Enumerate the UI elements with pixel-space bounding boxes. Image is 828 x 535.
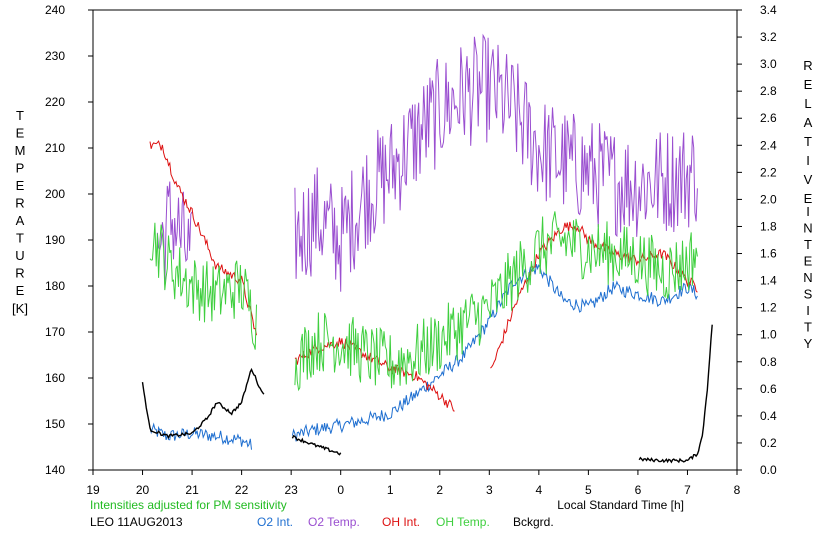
left-axis-unit: [K] [12, 301, 28, 316]
right-tick-label: 3.2 [760, 30, 777, 44]
right-label-letter: L [804, 96, 811, 111]
left-label-letter: R [15, 266, 24, 281]
x-tick-label: 7 [684, 483, 691, 497]
left-label-letter: A [16, 213, 25, 228]
legend-item: Bckgrd. [513, 515, 554, 529]
left-tick-label: 200 [45, 187, 65, 201]
left-tick-label: 160 [45, 371, 65, 385]
x-tick-label: 6 [635, 483, 642, 497]
legend-item: OH Int. [382, 515, 420, 529]
left-tick-label: 230 [45, 49, 65, 63]
series-line-oh-temp [294, 211, 698, 392]
x-tick-label: 1 [387, 483, 394, 497]
sensitivity-note: Intensities adjusted for PM sensitivity [90, 498, 287, 512]
left-label-letter: T [16, 231, 24, 246]
right-label-letter: T [804, 237, 812, 252]
left-tick-label: 170 [45, 325, 65, 339]
legend: O2 Int. O2 Temp. OH Int. OH Temp. Bckgrd. [257, 515, 554, 529]
x-axis-ticks: 19 20 21 22 23 0 1 2 3 4 5 6 7 8 [86, 470, 741, 497]
left-label-letter: U [15, 248, 24, 263]
series-line-o2-int [291, 264, 698, 442]
series-line-o2-temp [294, 33, 698, 292]
series-line-o2-temp [156, 181, 193, 285]
x-axis-label: Local Standard Time [h] [557, 498, 684, 512]
series-layer [141, 33, 713, 464]
left-label-letter: E [16, 178, 25, 193]
right-tick-label: 0.0 [760, 463, 777, 477]
legend-item: O2 Int. [257, 515, 293, 529]
right-tick-label: 2.8 [760, 84, 777, 98]
x-tick-label: 19 [86, 483, 100, 497]
right-tick-label: 1.4 [760, 274, 777, 288]
x-tick-label: 4 [536, 483, 543, 497]
series-line-bckgrd [291, 434, 342, 456]
right-tick-label: 1.8 [760, 219, 777, 233]
series-line-bckgrd [638, 324, 713, 464]
right-tick-label: 0.4 [760, 409, 777, 423]
right-label-letter: A [804, 115, 813, 130]
legend-item: OH Temp. [436, 515, 490, 529]
x-tick-label: 8 [734, 483, 741, 497]
left-tick-label: 180 [45, 279, 65, 293]
right-label-letter: N [803, 221, 812, 236]
right-label-letter: Y [804, 336, 813, 351]
x-tick-label: 23 [284, 483, 298, 497]
right-label-letter: R [803, 58, 812, 73]
right-tick-label: 0.2 [760, 436, 777, 450]
left-label-letter: T [16, 108, 24, 123]
right-tick-label: 3.4 [760, 3, 777, 17]
right-label-letter: N [803, 270, 812, 285]
x-tick-label: 0 [337, 483, 344, 497]
x-tick-label: 22 [235, 483, 249, 497]
left-tick-label: 210 [45, 141, 65, 155]
right-tick-label: 0.6 [760, 382, 777, 396]
left-tick-label: 150 [45, 417, 65, 431]
right-tick-label: 2.6 [760, 111, 777, 125]
right-label-letter: E [804, 254, 813, 269]
series-line-oh-int [490, 221, 698, 369]
x-tick-label: 2 [436, 483, 443, 497]
right-label-letter: I [806, 303, 810, 318]
left-tick-label: 140 [45, 463, 65, 477]
series-line-oh-int [149, 140, 257, 336]
left-tick-label: 190 [45, 233, 65, 247]
right-label-letter: E [804, 77, 813, 92]
right-tick-label: 2.4 [760, 138, 777, 152]
right-tick-label: 2.0 [760, 192, 777, 206]
right-label-letter: T [804, 134, 812, 149]
x-tick-label: 20 [136, 483, 150, 497]
x-tick-label: 5 [585, 483, 592, 497]
series-line-oh-temp [149, 222, 257, 350]
left-label-letter: P [16, 161, 25, 176]
right-label-letter: V [804, 172, 813, 187]
right-label-letter: I [806, 204, 810, 219]
x-tick-label: 3 [486, 483, 493, 497]
right-tick-label: 1.6 [760, 247, 777, 261]
right-label-letter: E [804, 191, 813, 206]
right-tick-label: 0.8 [760, 355, 777, 369]
left-label-letter: M [15, 143, 26, 158]
right-label-letter: I [806, 153, 810, 168]
left-tick-label: 220 [45, 95, 65, 109]
left-label-letter: R [15, 196, 24, 211]
right-label-letter: T [804, 320, 812, 335]
left-axis-ticks: 140 150 160 170 180 190 200 210 220 230 240 [45, 3, 93, 477]
station-label: LEO 11AUG2013 [90, 515, 183, 529]
series-line-bckgrd [141, 367, 265, 440]
right-tick-label: 1.2 [760, 301, 777, 315]
left-label-letter: E [16, 283, 25, 298]
legend-item: O2 Temp. [308, 515, 360, 529]
right-axis-ticks: 0.0 0.2 0.4 0.6 0.8 1.0 1.2 1.4 1.6 1.8 2.0 2.2 2.4 2… [737, 3, 777, 477]
right-tick-label: 3.0 [760, 57, 777, 71]
right-tick-label: 2.2 [760, 165, 777, 179]
left-tick-label: 240 [45, 3, 65, 17]
series-line-o2-int [149, 422, 252, 450]
left-label-letter: E [16, 126, 25, 141]
right-tick-label: 1.0 [760, 328, 777, 342]
x-tick-label: 21 [185, 483, 199, 497]
right-label-letter: S [804, 287, 813, 302]
